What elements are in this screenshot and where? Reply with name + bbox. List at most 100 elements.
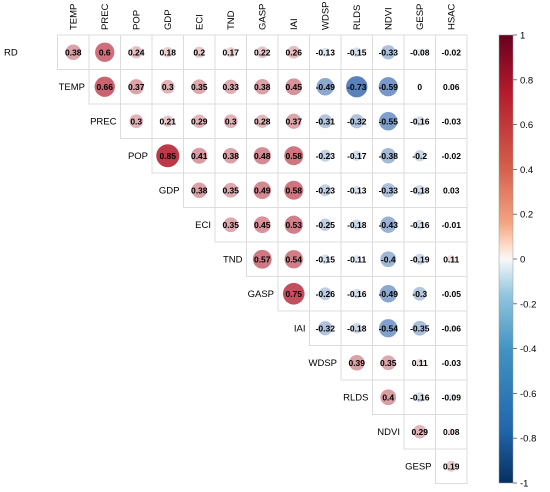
correlation-circle bbox=[285, 78, 303, 96]
correlation-circle bbox=[156, 144, 180, 168]
correlation-circle bbox=[351, 288, 362, 299]
row-label: PREC bbox=[90, 116, 117, 127]
colorbar-tick-label: -1 bbox=[520, 479, 528, 490]
column-label: PREC bbox=[100, 3, 111, 30]
correlation-value: 0 bbox=[417, 82, 422, 92]
correlation-circle bbox=[282, 282, 305, 305]
correlation-value: -0.16 bbox=[410, 220, 430, 230]
row-label: RD bbox=[4, 47, 18, 58]
correlation-circle bbox=[351, 219, 363, 231]
correlation-value: -0.59 bbox=[379, 82, 399, 92]
column-label: WDSP bbox=[320, 2, 331, 31]
correlation-circle bbox=[352, 255, 361, 264]
correlation-circle bbox=[318, 114, 333, 129]
correlation-value: 0.35 bbox=[222, 220, 239, 230]
correlation-circle bbox=[319, 218, 332, 231]
correlation-circle bbox=[253, 181, 271, 199]
correlation-circle bbox=[416, 48, 424, 56]
value-layer: 0.38 0.6 0.24 0.18 0.2 0.17 0.22 0.26 -0.13 -0.15… bbox=[65, 47, 461, 471]
correlation-value: -0.13 bbox=[347, 185, 367, 195]
colorbar: 1 0.8 0.6 0.4 0.2 0 -0.2 -0.4 -0.6 -0.8 -1 bbox=[498, 31, 536, 490]
correlation-value: -0.18 bbox=[347, 220, 367, 230]
circle-layer bbox=[65, 42, 457, 472]
colorbar-tick-label: 0.2 bbox=[520, 210, 533, 221]
correlation-circle bbox=[253, 216, 271, 234]
correlation-circle bbox=[348, 354, 365, 371]
correlation-circle bbox=[319, 149, 332, 162]
correlation-circle bbox=[380, 148, 396, 164]
correlation-value: 0.35 bbox=[380, 358, 397, 368]
correlation-value: 0.08 bbox=[443, 427, 460, 437]
correlation-circle bbox=[162, 46, 174, 58]
correlation-value: 0.45 bbox=[285, 82, 302, 92]
correlation-circle bbox=[223, 114, 238, 129]
correlation-circle bbox=[448, 290, 455, 297]
correlation-value: -0.54 bbox=[379, 323, 399, 333]
correlation-value: 0.29 bbox=[191, 116, 208, 126]
correlation-circle bbox=[128, 79, 144, 95]
correlation-value: -0.35 bbox=[410, 323, 430, 333]
correlation-value: -0.08 bbox=[410, 47, 430, 57]
correlation-value: -0.16 bbox=[410, 116, 430, 126]
correlation-circle bbox=[346, 76, 368, 98]
correlation-value: -0.49 bbox=[379, 289, 399, 299]
colorbar-tick-label: 0.4 bbox=[520, 165, 533, 176]
correlation-value: -0.05 bbox=[442, 289, 462, 299]
correlation-circle bbox=[129, 114, 144, 129]
correlation-circle bbox=[351, 322, 363, 334]
colorbar-tick-label: -0.6 bbox=[520, 389, 536, 400]
correlation-circle bbox=[284, 215, 303, 234]
correlation-value: 0.24 bbox=[128, 47, 145, 57]
colorbar-ticks: 1 0.8 0.6 0.4 0.2 0 -0.2 -0.4 -0.6 -0.8 -1 bbox=[513, 31, 536, 490]
correlation-circle bbox=[65, 44, 81, 60]
row-label: TEMP bbox=[59, 82, 85, 93]
correlation-circle bbox=[223, 79, 238, 94]
row-label: TND bbox=[223, 254, 243, 265]
correlation-circle bbox=[448, 325, 455, 332]
correlation-circle bbox=[379, 319, 398, 338]
correlation-value: 0.3 bbox=[130, 116, 142, 126]
correlation-value: 0.17 bbox=[222, 47, 239, 57]
correlation-value: 0.06 bbox=[443, 82, 460, 92]
correlation-circle bbox=[445, 460, 457, 472]
correlation-value: 0.28 bbox=[254, 116, 271, 126]
correlation-value: 0.22 bbox=[254, 47, 271, 57]
correlation-value: -0.33 bbox=[379, 47, 399, 57]
colorbar-tick-label: 0.8 bbox=[520, 75, 533, 86]
correlation-value: -0.09 bbox=[442, 392, 462, 402]
correlation-circle bbox=[449, 188, 454, 193]
correlation-value: -0.19 bbox=[410, 254, 430, 264]
correlation-value: 0.49 bbox=[254, 185, 271, 195]
correlation-value: 0.18 bbox=[159, 47, 176, 57]
correlation-circle bbox=[414, 150, 426, 162]
row-label: IAI bbox=[294, 323, 306, 334]
correlation-value: 0.38 bbox=[222, 151, 239, 161]
column-label: GASP bbox=[257, 4, 268, 30]
correlation-value: 0.26 bbox=[285, 47, 302, 57]
correlation-value: 0.2 bbox=[193, 47, 205, 57]
correlation-circle bbox=[256, 46, 269, 59]
correlation-circle bbox=[286, 113, 302, 129]
correlation-value: -0.16 bbox=[410, 392, 430, 402]
correlation-value: -0.03 bbox=[442, 116, 462, 126]
correlation-value: -0.23 bbox=[316, 185, 336, 195]
colorbar-tick-label: 1 bbox=[520, 31, 525, 42]
correlation-value: -0.15 bbox=[347, 47, 367, 57]
column-label: POP bbox=[131, 10, 142, 30]
correlation-circle bbox=[447, 393, 455, 401]
correlation-value: 0.11 bbox=[443, 254, 459, 264]
correlation-circle bbox=[320, 254, 331, 265]
correlation-circle bbox=[162, 115, 174, 127]
correlation-value: -0.13 bbox=[316, 47, 336, 57]
correlation-circle bbox=[284, 146, 304, 166]
correlation-value: -0.01 bbox=[442, 220, 462, 230]
column-label: RLDS bbox=[352, 5, 363, 30]
correlation-circle bbox=[379, 285, 397, 303]
row-label: ECI bbox=[195, 220, 211, 231]
correlation-circle bbox=[192, 114, 206, 128]
correlation-value: -0.32 bbox=[347, 116, 367, 126]
correlation-circle bbox=[223, 182, 239, 198]
column-label: TEMP bbox=[68, 4, 79, 30]
correlation-circle bbox=[320, 47, 330, 57]
grid-layer bbox=[57, 34, 468, 484]
